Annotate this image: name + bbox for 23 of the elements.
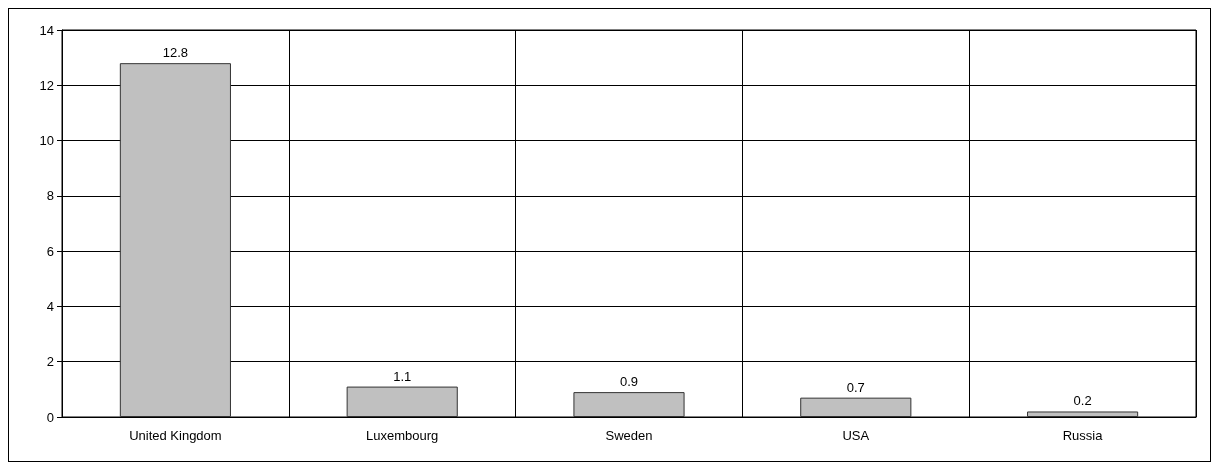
- data-label: 0.9: [619, 374, 639, 390]
- bar: [573, 392, 685, 417]
- bar: [1027, 411, 1139, 417]
- y-tick-label: 6: [46, 243, 54, 259]
- y-tick-label: 0: [46, 409, 54, 425]
- bar: [346, 386, 458, 417]
- bar: [800, 397, 912, 417]
- x-tick-label: Russia: [1062, 428, 1104, 443]
- y-tick-label: 12: [39, 77, 54, 93]
- x-tick-label: Luxembourg: [366, 428, 439, 443]
- y-tick-label: 8: [46, 188, 54, 204]
- data-label: 1.1: [393, 368, 412, 384]
- y-tick-label: 2: [46, 354, 54, 370]
- x-tick-label: United Kingdom: [129, 428, 222, 443]
- data-label: 0.2: [1073, 393, 1092, 409]
- y-tick-label: 10: [39, 133, 54, 149]
- x-tick-label: Sweden: [605, 428, 653, 443]
- data-label: 0.7: [846, 379, 865, 395]
- y-tick-label: 14: [39, 22, 54, 38]
- data-label: 12.8: [162, 45, 189, 61]
- bar: [119, 63, 231, 417]
- y-tick-label: 4: [46, 298, 54, 314]
- x-tick-label: USA: [842, 428, 870, 443]
